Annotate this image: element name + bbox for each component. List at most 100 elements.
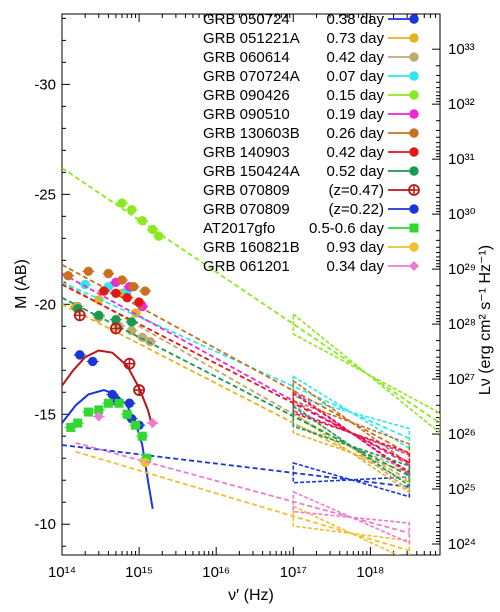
legend: GRB 050724 0.38 day GRB 051221A 0.73 day GRB… <box>203 11 420 275</box>
legend-time: 0.19 day <box>326 106 384 123</box>
y-tick-label-left: -20 <box>34 296 56 313</box>
data-point <box>94 310 104 320</box>
x-tick-label: 10¹⁴ <box>48 564 76 581</box>
y-tick-label-right: 10³³ <box>448 41 475 58</box>
series-model-curve <box>62 389 154 509</box>
legend-time: 0.73 day <box>326 30 384 47</box>
axes-ticks: 10¹⁴ 10¹⁵ 10¹⁶ 10¹⁷ 10¹⁸ -30 -25 -20 -15 -10 10³³ 1… <box>34 14 476 581</box>
data-point <box>145 336 156 347</box>
y-tick-label-right: 10²⁷ <box>448 371 475 388</box>
series-13 <box>75 411 411 545</box>
data-point <box>73 309 86 322</box>
data-point <box>73 418 83 428</box>
series-fit-line <box>62 281 410 482</box>
legend-time: 0.15 day <box>326 87 384 104</box>
y-tick-label-right: 10³⁰ <box>448 206 476 223</box>
data-point <box>133 384 145 396</box>
legend-time: 0.42 day <box>326 49 384 66</box>
series-9 <box>62 309 154 428</box>
data-point <box>137 216 147 226</box>
legend-marker <box>409 109 419 119</box>
data-point <box>131 420 141 430</box>
y-tick-label-left: -30 <box>34 76 56 93</box>
legend-marker <box>409 147 419 157</box>
legend-time: 0.26 day <box>326 125 384 142</box>
legend-label: GRB 051221A <box>203 30 300 47</box>
legend-marker <box>409 33 419 43</box>
series-xray-bowtie <box>292 490 411 545</box>
series-6 <box>62 263 411 466</box>
series-xray-bowtie <box>292 461 411 498</box>
series-fit-line <box>62 296 410 477</box>
data-point <box>109 322 122 335</box>
legend-marker <box>409 223 419 233</box>
y-tick-label-left: -15 <box>34 406 56 423</box>
data-point <box>134 297 144 307</box>
legend-label: GRB 090510 <box>203 106 290 123</box>
series-fit-line <box>62 283 410 464</box>
legend-marker <box>409 166 419 176</box>
legend-label: GRB 061201 <box>203 258 290 275</box>
data-point <box>103 268 114 279</box>
data-point <box>126 317 137 327</box>
data-point <box>154 231 164 241</box>
legend-label: GRB 090426 <box>203 87 290 104</box>
legend-time: 0.07 day <box>326 68 384 85</box>
data-point <box>140 286 150 296</box>
data-point <box>147 418 158 429</box>
series-model-curve <box>62 349 154 428</box>
legend-label: GRB 130603B <box>203 125 300 142</box>
data-point <box>126 205 137 215</box>
x-tick-label: 10¹⁶ <box>202 564 230 581</box>
legend-time: 0.42 day <box>326 144 384 161</box>
series-xray-bowtie <box>292 379 411 466</box>
series-4 <box>62 167 440 434</box>
legend-time: 0.34 day <box>326 258 384 275</box>
legend-marker <box>409 128 419 138</box>
y-tick-label-right: 10²⁶ <box>448 426 476 443</box>
y-tick-label-right: 10²⁵ <box>448 481 476 498</box>
series-fit-line <box>62 303 410 484</box>
series-fit-line <box>62 167 440 424</box>
legend-time: (z=0.47) <box>329 182 384 199</box>
y-tick-label-right: 10³¹ <box>448 151 475 168</box>
data-point <box>111 288 121 298</box>
series-12 <box>75 450 411 555</box>
data-point <box>117 275 127 285</box>
legend-marker <box>409 14 419 24</box>
data-point <box>126 325 137 336</box>
data-point <box>114 398 124 408</box>
data-point <box>137 431 147 441</box>
series-8 <box>62 296 411 488</box>
legend-label: GRB 070724A <box>203 68 300 85</box>
data-point <box>87 356 98 367</box>
series-xray-bowtie <box>292 402 411 492</box>
data-point <box>63 271 73 281</box>
x-tick-label: 10¹⁵ <box>125 564 153 581</box>
data-point <box>83 407 93 417</box>
data-point <box>122 409 132 419</box>
data-point <box>117 198 127 208</box>
data-point <box>122 292 132 303</box>
legend-marker <box>408 184 420 196</box>
legend-marker <box>409 71 419 81</box>
legend-label: GRB 160821B <box>203 239 300 256</box>
data-point <box>123 357 136 370</box>
data-point <box>103 398 113 408</box>
x-tick-label: 10¹⁸ <box>356 564 384 581</box>
legend-marker <box>409 261 419 271</box>
legend-marker <box>409 242 419 252</box>
legend-time: 0.52 day <box>326 163 384 180</box>
series-3 <box>62 279 411 450</box>
legend-time: 0.5-0.6 day <box>309 220 385 237</box>
legend-label: GRB 070809 <box>203 201 290 218</box>
data-point <box>75 350 85 360</box>
legend-label: GRB 150424A <box>203 163 300 180</box>
x-tick-label: 10¹⁷ <box>280 564 307 581</box>
data-point <box>99 286 109 296</box>
series-xray-bowtie <box>292 312 440 434</box>
series-xray-bowtie <box>292 404 411 488</box>
data-point <box>80 279 90 290</box>
series-fit-line <box>75 441 410 534</box>
y-tick-label-left: -25 <box>34 186 56 203</box>
